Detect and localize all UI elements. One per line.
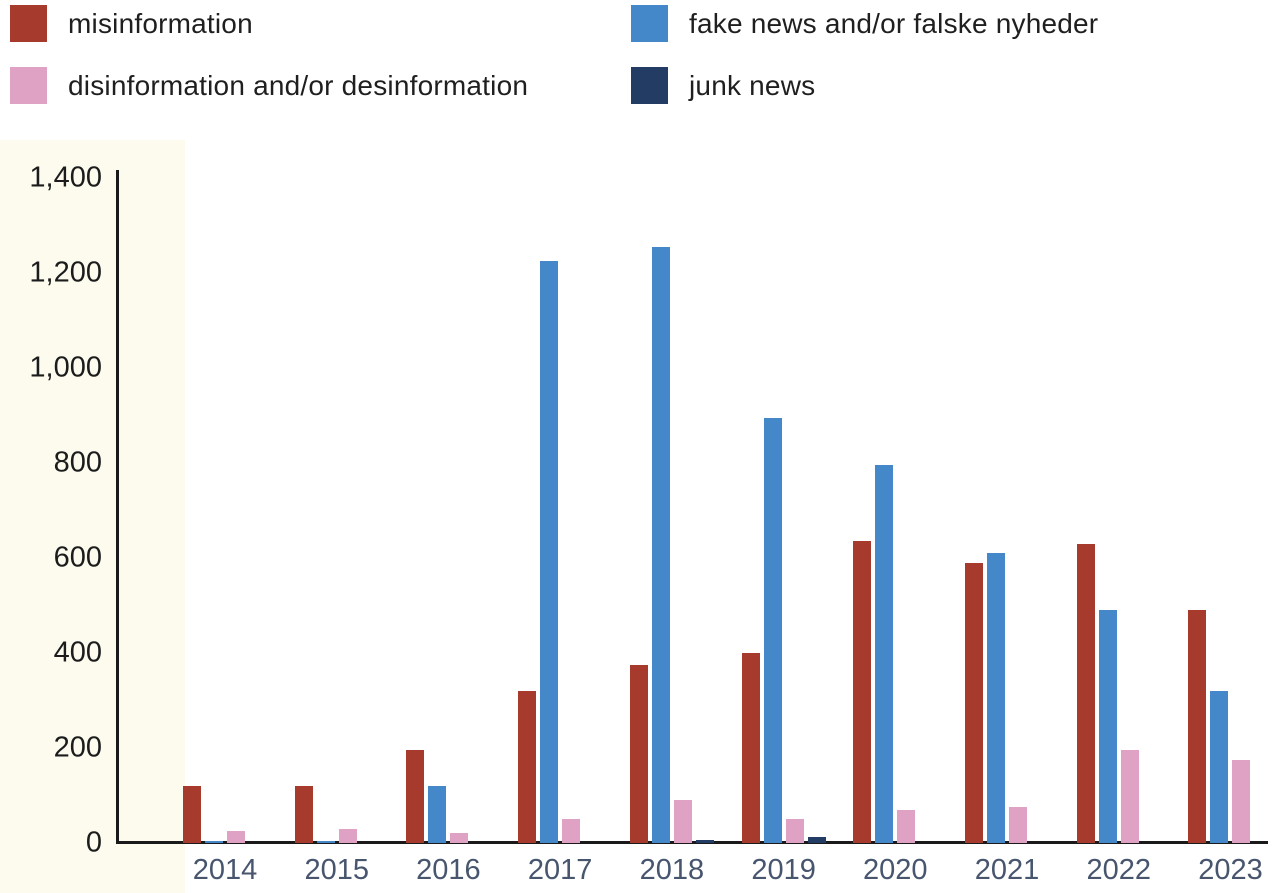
y-tick-label-1400: 1,400 [29, 161, 102, 194]
x-tick-label-2017: 2017 [527, 854, 593, 886]
x-tick-label-2015: 2015 [304, 854, 369, 886]
bar-disinformation-2023 [1232, 759, 1251, 843]
legend-label-fake-news: fake news and/or falske nyheder [689, 7, 1099, 39]
legend-swatch-fake-news [631, 5, 668, 42]
x-tick-label-2022: 2022 [1086, 854, 1151, 886]
legend-swatch-junk-news [631, 67, 668, 104]
legend-swatch-disinformation [10, 67, 47, 104]
bar-misinformation-2016 [406, 750, 425, 843]
legend-item-misinformation: misinformation [10, 5, 253, 42]
bar-fake-2022 [1098, 610, 1117, 843]
bar-fake-2014 [205, 840, 223, 843]
x-tick-label-2014: 2014 [192, 854, 258, 886]
y-tick-label-800: 800 [53, 446, 102, 479]
bar-misinformation-2019 [741, 653, 760, 843]
legend-label-disinformation: disinformation and/or desinformation [68, 69, 529, 101]
bar-misinformation-2020 [853, 541, 872, 843]
bar-fake-2021 [987, 553, 1006, 843]
x-axis-line [116, 841, 1268, 844]
bar-disinformation-2021 [1009, 807, 1028, 843]
bar-junk-2018 [695, 840, 714, 843]
bar-disinformation-2022 [1120, 750, 1139, 843]
y-tick-label-400: 400 [53, 636, 102, 669]
y-tick-label-0: 0 [85, 826, 102, 859]
bar-fake-2023 [1210, 691, 1229, 843]
bar-misinformation-2014 [183, 786, 201, 843]
legend-item-junk-news: junk news [631, 67, 815, 104]
bar-disinformation-2015 [338, 828, 357, 843]
bar-junk-2019 [807, 836, 826, 843]
x-tick-label-2023: 2023 [1198, 854, 1263, 886]
bar-disinformation-2019 [785, 819, 804, 843]
legend-item-disinformation: disinformation and/or desinformation [10, 67, 528, 104]
legend-item-fake-news: fake news and/or falske nyheder [631, 5, 1098, 42]
legend-swatch-misinformation [10, 5, 47, 42]
bar-misinformation-2015 [294, 786, 313, 843]
bar-misinformation-2021 [965, 562, 984, 843]
y-tick-label-200: 200 [53, 731, 102, 764]
bar-fake-2019 [763, 417, 782, 843]
bar-disinformation-2020 [897, 809, 916, 843]
bar-fake-2015 [316, 840, 335, 843]
bar-disinformation-2017 [562, 819, 581, 843]
y-tick-label-1000: 1,000 [29, 351, 102, 384]
x-tick-label-2018: 2018 [639, 854, 705, 886]
x-tick-label-2021: 2021 [974, 854, 1040, 886]
y-tick-label-600: 600 [53, 541, 102, 574]
bar-misinformation-2022 [1076, 543, 1095, 843]
chart-panel-background [0, 140, 185, 893]
x-tick-label-2019: 2019 [751, 854, 816, 886]
bar-disinformation-2018 [673, 800, 692, 843]
bar-fake-2017 [540, 261, 559, 843]
bar-fake-2020 [875, 465, 894, 843]
bar-misinformation-2018 [629, 664, 648, 843]
bar-fake-2018 [651, 246, 670, 843]
bar-disinformation-2014 [227, 831, 245, 843]
x-tick-label-2016: 2016 [416, 854, 481, 886]
x-tick-label-2020: 2020 [863, 854, 928, 886]
bar-misinformation-2023 [1188, 610, 1207, 843]
bar-fake-2016 [428, 786, 447, 843]
bar-misinformation-2017 [518, 691, 537, 843]
y-axis-line [116, 170, 119, 843]
legend-label-junk-news: junk news [689, 69, 816, 101]
legend-label-misinformation: misinformation [68, 7, 253, 39]
bar-disinformation-2016 [450, 832, 469, 843]
y-tick-label-1200: 1,200 [29, 256, 102, 289]
